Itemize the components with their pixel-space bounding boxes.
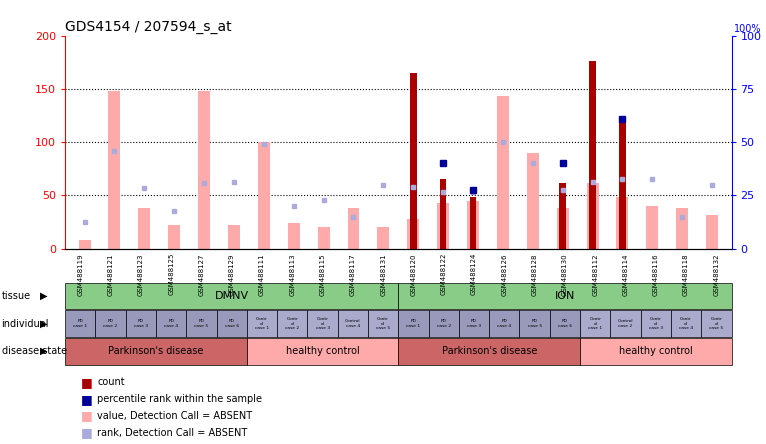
Bar (589, 61, 596, 249)
Bar (258, 142, 270, 249)
Text: GSM488118: GSM488118 (683, 253, 689, 296)
Text: ION: ION (555, 291, 575, 301)
Bar (676, 208, 688, 249)
Text: count: count (97, 377, 125, 387)
Text: Control
case 2: Control case 2 (617, 319, 633, 328)
Text: healthy control: healthy control (619, 346, 692, 356)
Text: PD
case 1: PD case 1 (407, 319, 421, 328)
Text: ■: ■ (80, 426, 92, 440)
Text: GSM488126: GSM488126 (501, 253, 507, 296)
Text: GDS4154 / 207594_s_at: GDS4154 / 207594_s_at (65, 20, 232, 35)
Bar (587, 182, 598, 249)
Bar (109, 91, 120, 249)
Text: GSM488131: GSM488131 (380, 253, 386, 296)
Text: GSM488125: GSM488125 (168, 253, 174, 295)
Text: value, Detection Call = ABSENT: value, Detection Call = ABSENT (97, 411, 253, 421)
Text: PD
case 6: PD case 6 (224, 319, 239, 328)
Bar (470, 198, 476, 249)
Text: disease state: disease state (2, 346, 67, 356)
Bar (440, 179, 447, 249)
Bar (559, 182, 566, 249)
Text: PD
case 5: PD case 5 (195, 319, 208, 328)
Text: PD
case 3: PD case 3 (467, 319, 481, 328)
Text: GSM488113: GSM488113 (290, 253, 296, 296)
Text: GSM488127: GSM488127 (198, 253, 205, 296)
Bar (497, 96, 509, 249)
Text: PD
case 4: PD case 4 (164, 319, 178, 328)
Text: healthy control: healthy control (286, 346, 359, 356)
Text: GSM488132: GSM488132 (713, 253, 719, 296)
Text: GSM488115: GSM488115 (319, 253, 326, 296)
Text: GSM488128: GSM488128 (532, 253, 538, 296)
Text: individual: individual (2, 319, 49, 329)
Bar (378, 227, 389, 249)
Text: PD
case 3: PD case 3 (134, 319, 148, 328)
Bar (198, 91, 210, 249)
Text: GSM488116: GSM488116 (653, 253, 659, 296)
Text: Contr
ol
case 5: Contr ol case 5 (709, 317, 724, 330)
Bar (288, 223, 300, 249)
Bar (79, 240, 90, 249)
Text: Contr
ol
case 3: Contr ol case 3 (649, 317, 663, 330)
Text: PD
case 2: PD case 2 (437, 319, 451, 328)
Text: Parkinson's disease: Parkinson's disease (441, 346, 537, 356)
Bar (527, 153, 538, 249)
Text: Contr
ol
case 1: Contr ol case 1 (588, 317, 602, 330)
Text: rank, Detection Call = ABSENT: rank, Detection Call = ABSENT (97, 428, 247, 438)
Text: DMNV: DMNV (214, 291, 249, 301)
Text: PD
case 6: PD case 6 (558, 319, 572, 328)
Text: GSM488122: GSM488122 (440, 253, 447, 295)
Text: 100%: 100% (735, 24, 762, 34)
Bar (706, 214, 718, 249)
Bar (467, 201, 479, 249)
Text: ■: ■ (80, 392, 92, 406)
Text: GSM488124: GSM488124 (471, 253, 477, 295)
Bar (647, 206, 658, 249)
Text: Contr
ol
case 1: Contr ol case 1 (255, 317, 269, 330)
Text: PD
case 1: PD case 1 (74, 319, 87, 328)
Text: Contr
ol
case 2: Contr ol case 2 (285, 317, 300, 330)
Text: Contr
ol
case 3: Contr ol case 3 (316, 317, 329, 330)
Text: ▶: ▶ (40, 291, 47, 301)
Text: GSM488129: GSM488129 (229, 253, 234, 296)
Bar (410, 73, 417, 249)
Text: GSM488123: GSM488123 (138, 253, 144, 296)
Bar (437, 203, 449, 249)
Text: GSM488111: GSM488111 (259, 253, 265, 296)
Text: percentile rank within the sample: percentile rank within the sample (97, 394, 262, 404)
Text: GSM488121: GSM488121 (107, 253, 113, 296)
Text: ■: ■ (80, 376, 92, 389)
Bar (619, 121, 626, 249)
Bar (169, 225, 180, 249)
Bar (557, 208, 568, 249)
Text: GSM488120: GSM488120 (411, 253, 417, 296)
Text: GSM488119: GSM488119 (77, 253, 83, 296)
Text: GSM488130: GSM488130 (562, 253, 568, 296)
Bar (139, 208, 150, 249)
Text: PD
case 5: PD case 5 (528, 319, 542, 328)
Text: ▶: ▶ (40, 346, 47, 356)
Text: GSM488117: GSM488117 (350, 253, 356, 296)
Bar (617, 198, 628, 249)
Text: tissue: tissue (2, 291, 31, 301)
Text: ▶: ▶ (40, 319, 47, 329)
Text: Contr
ol
case 5: Contr ol case 5 (376, 317, 391, 330)
Text: Parkinson's disease: Parkinson's disease (108, 346, 204, 356)
Bar (318, 227, 329, 249)
Text: Control
case 4: Control case 4 (345, 319, 361, 328)
Text: PD
case 2: PD case 2 (103, 319, 118, 328)
Bar (408, 219, 419, 249)
Bar (228, 225, 240, 249)
Text: GSM488114: GSM488114 (623, 253, 629, 296)
Text: ■: ■ (80, 409, 92, 423)
Text: PD
case 4: PD case 4 (497, 319, 512, 328)
Text: Contr
ol
case 4: Contr ol case 4 (679, 317, 693, 330)
Bar (348, 208, 359, 249)
Text: GSM488112: GSM488112 (592, 253, 598, 296)
